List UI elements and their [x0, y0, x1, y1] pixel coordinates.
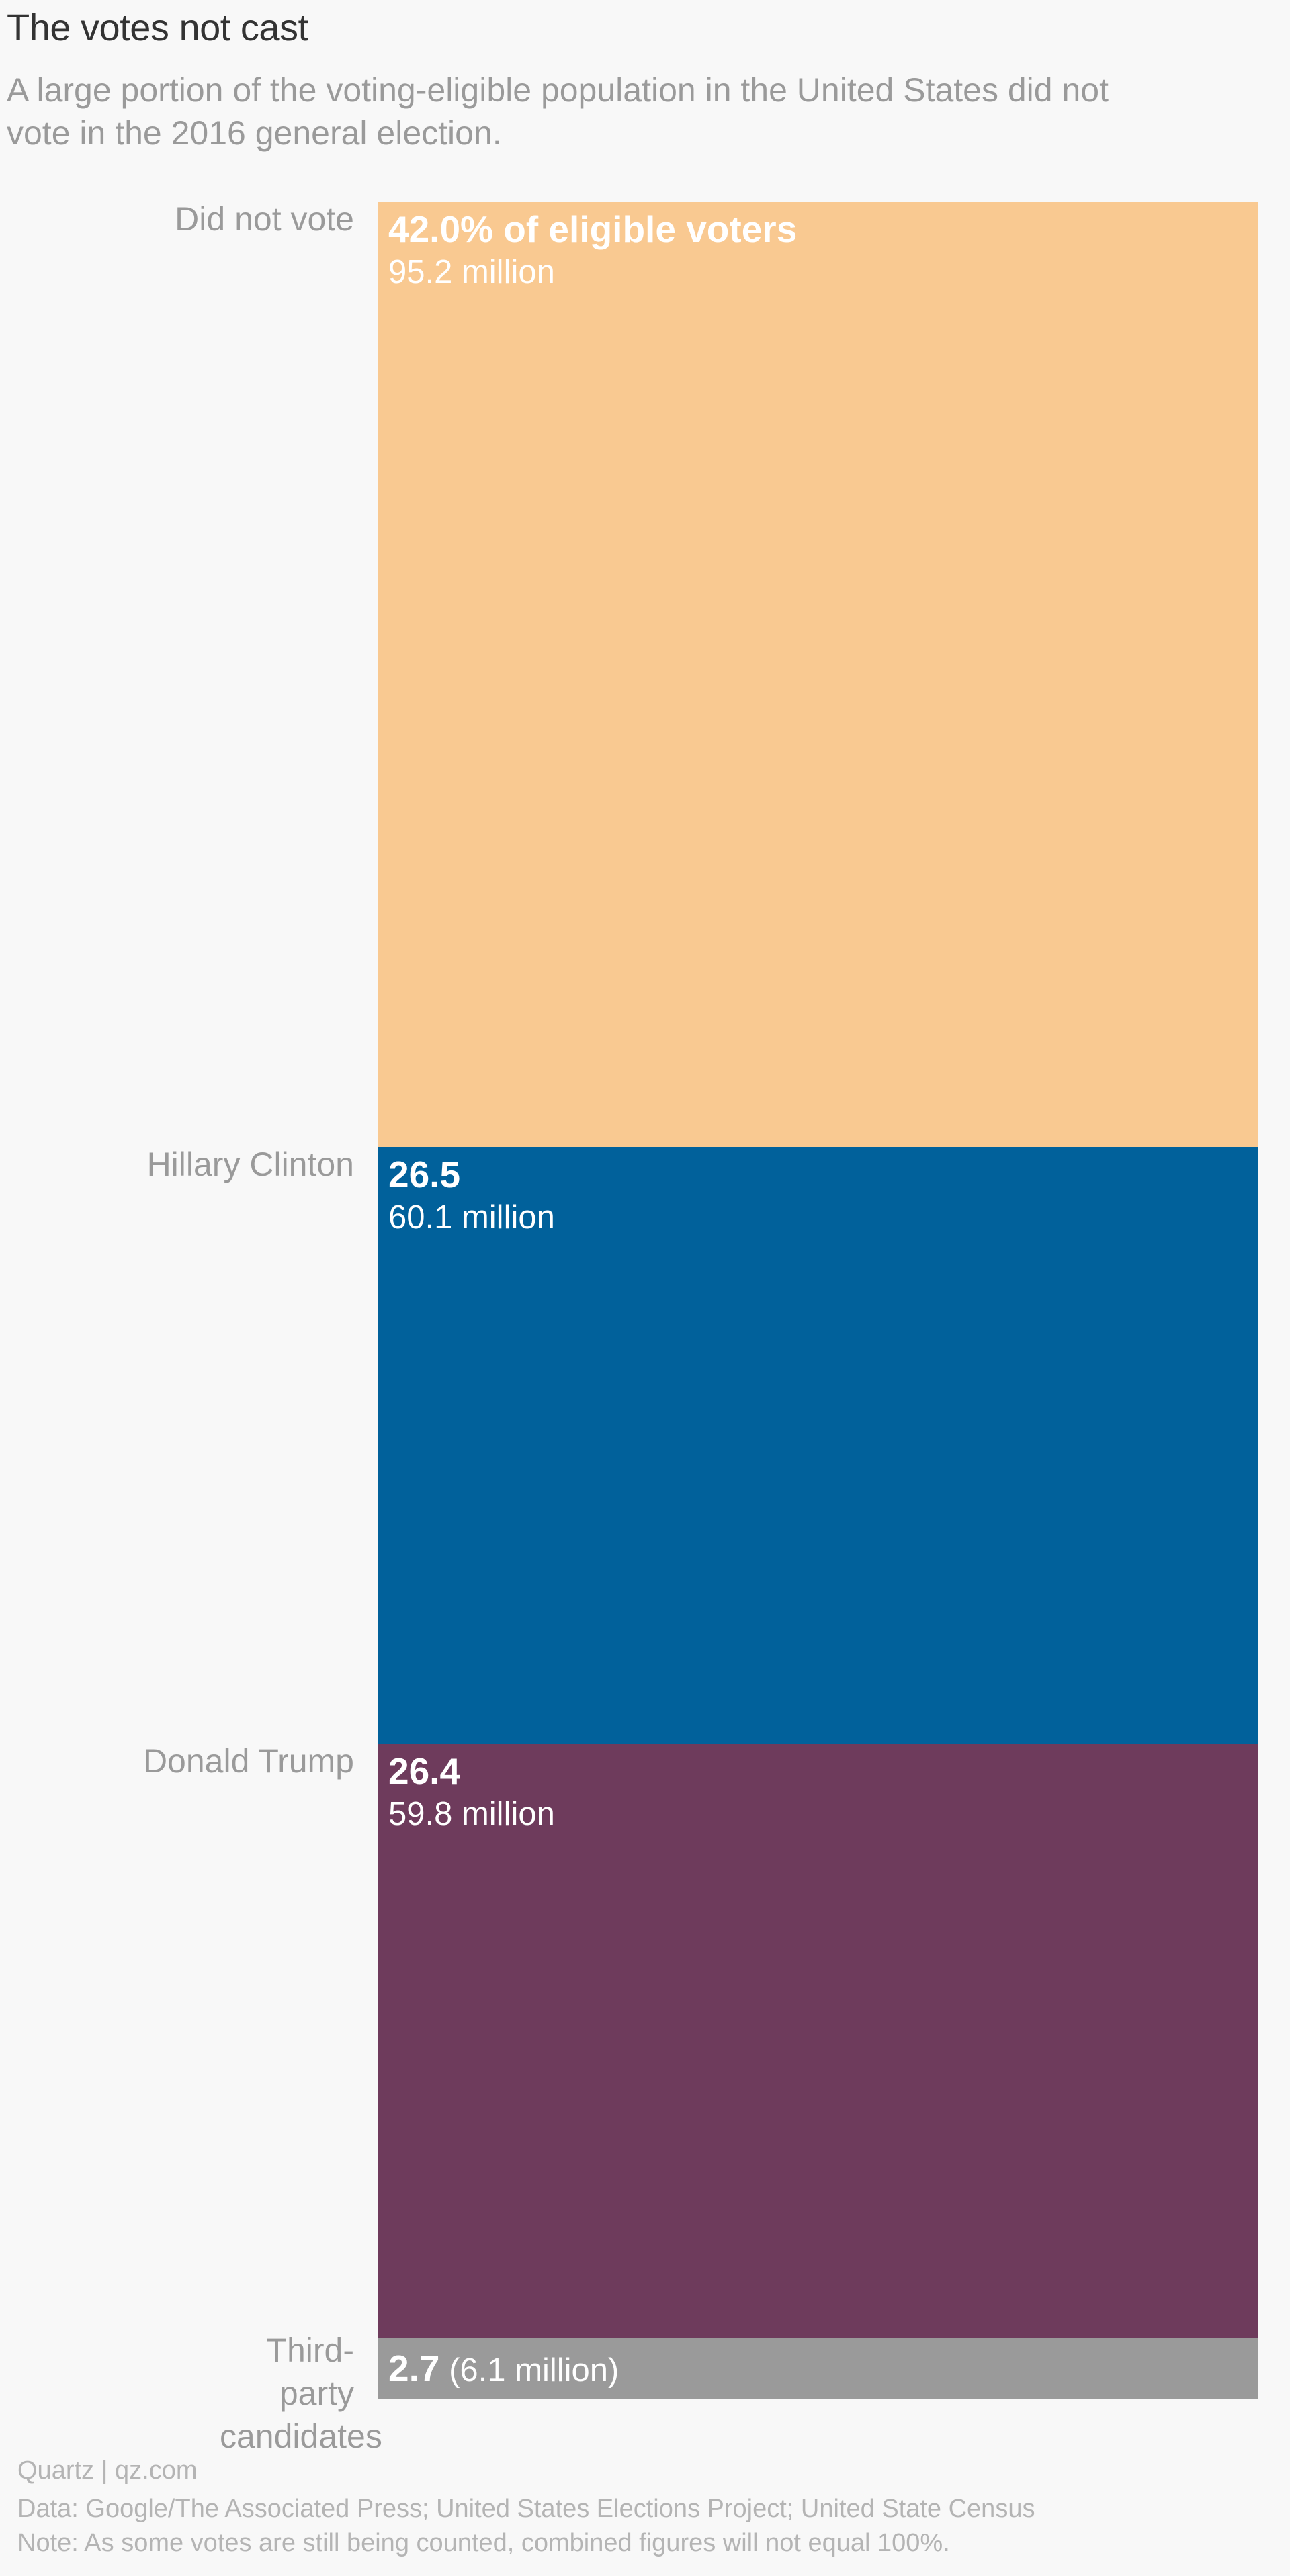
bar-label-did-not-vote: 42.0% of eligible voters 95.2 million: [388, 207, 797, 293]
bar-donald-trump: 26.4 59.8 million: [378, 1744, 1258, 2338]
bar-label-donald-trump: 26.4 59.8 million: [388, 1749, 555, 1835]
bar-label-hillary-clinton: 26.5 60.1 million: [388, 1152, 555, 1238]
value-label-did-not-vote: 42.0% of eligible voters: [388, 208, 798, 250]
footer-data: Data: Google/The Associated Press; Unite…: [17, 2495, 1035, 2523]
value-label-third-party-candidates: 2.7: [388, 2348, 440, 2389]
value-label-hillary-clinton: 26.5: [388, 1154, 461, 1195]
count-label-hillary-clinton: 60.1 million: [388, 1199, 555, 1236]
bar-hillary-clinton: 26.5 60.1 million: [378, 1147, 1258, 1744]
count-label-donald-trump: 59.8 million: [388, 1796, 555, 1832]
footer-note: Note: As some votes are still being coun…: [17, 2529, 950, 2557]
category-label-donald-trump: Donald Trump: [142, 1742, 354, 1780]
category-label-third-party-candidates: Third-party candidates: [220, 2331, 382, 2455]
count-label-did-not-vote: 95.2 million: [388, 254, 555, 290]
bar-third-party-candidates: 2.7 (6.1 million): [378, 2338, 1258, 2399]
chart-subtitle: A large portion of the voting-eligible p…: [7, 71, 1109, 152]
count-label-third-party-candidates: (6.1 million): [439, 2352, 619, 2389]
chart-title: The votes not cast: [7, 6, 308, 48]
footer-source: Quartz | qz.com: [17, 2456, 198, 2485]
bar-label-third-party-candidates: 2.7 (6.1 million): [388, 2345, 619, 2402]
category-label-hillary-clinton: Hillary Clinton: [146, 1146, 354, 1183]
category-label-did-not-vote: Did not vote: [175, 200, 354, 238]
value-label-donald-trump: 26.4: [388, 1750, 461, 1792]
bar-did-not-vote: 42.0% of eligible voters 95.2 million: [378, 202, 1258, 1147]
